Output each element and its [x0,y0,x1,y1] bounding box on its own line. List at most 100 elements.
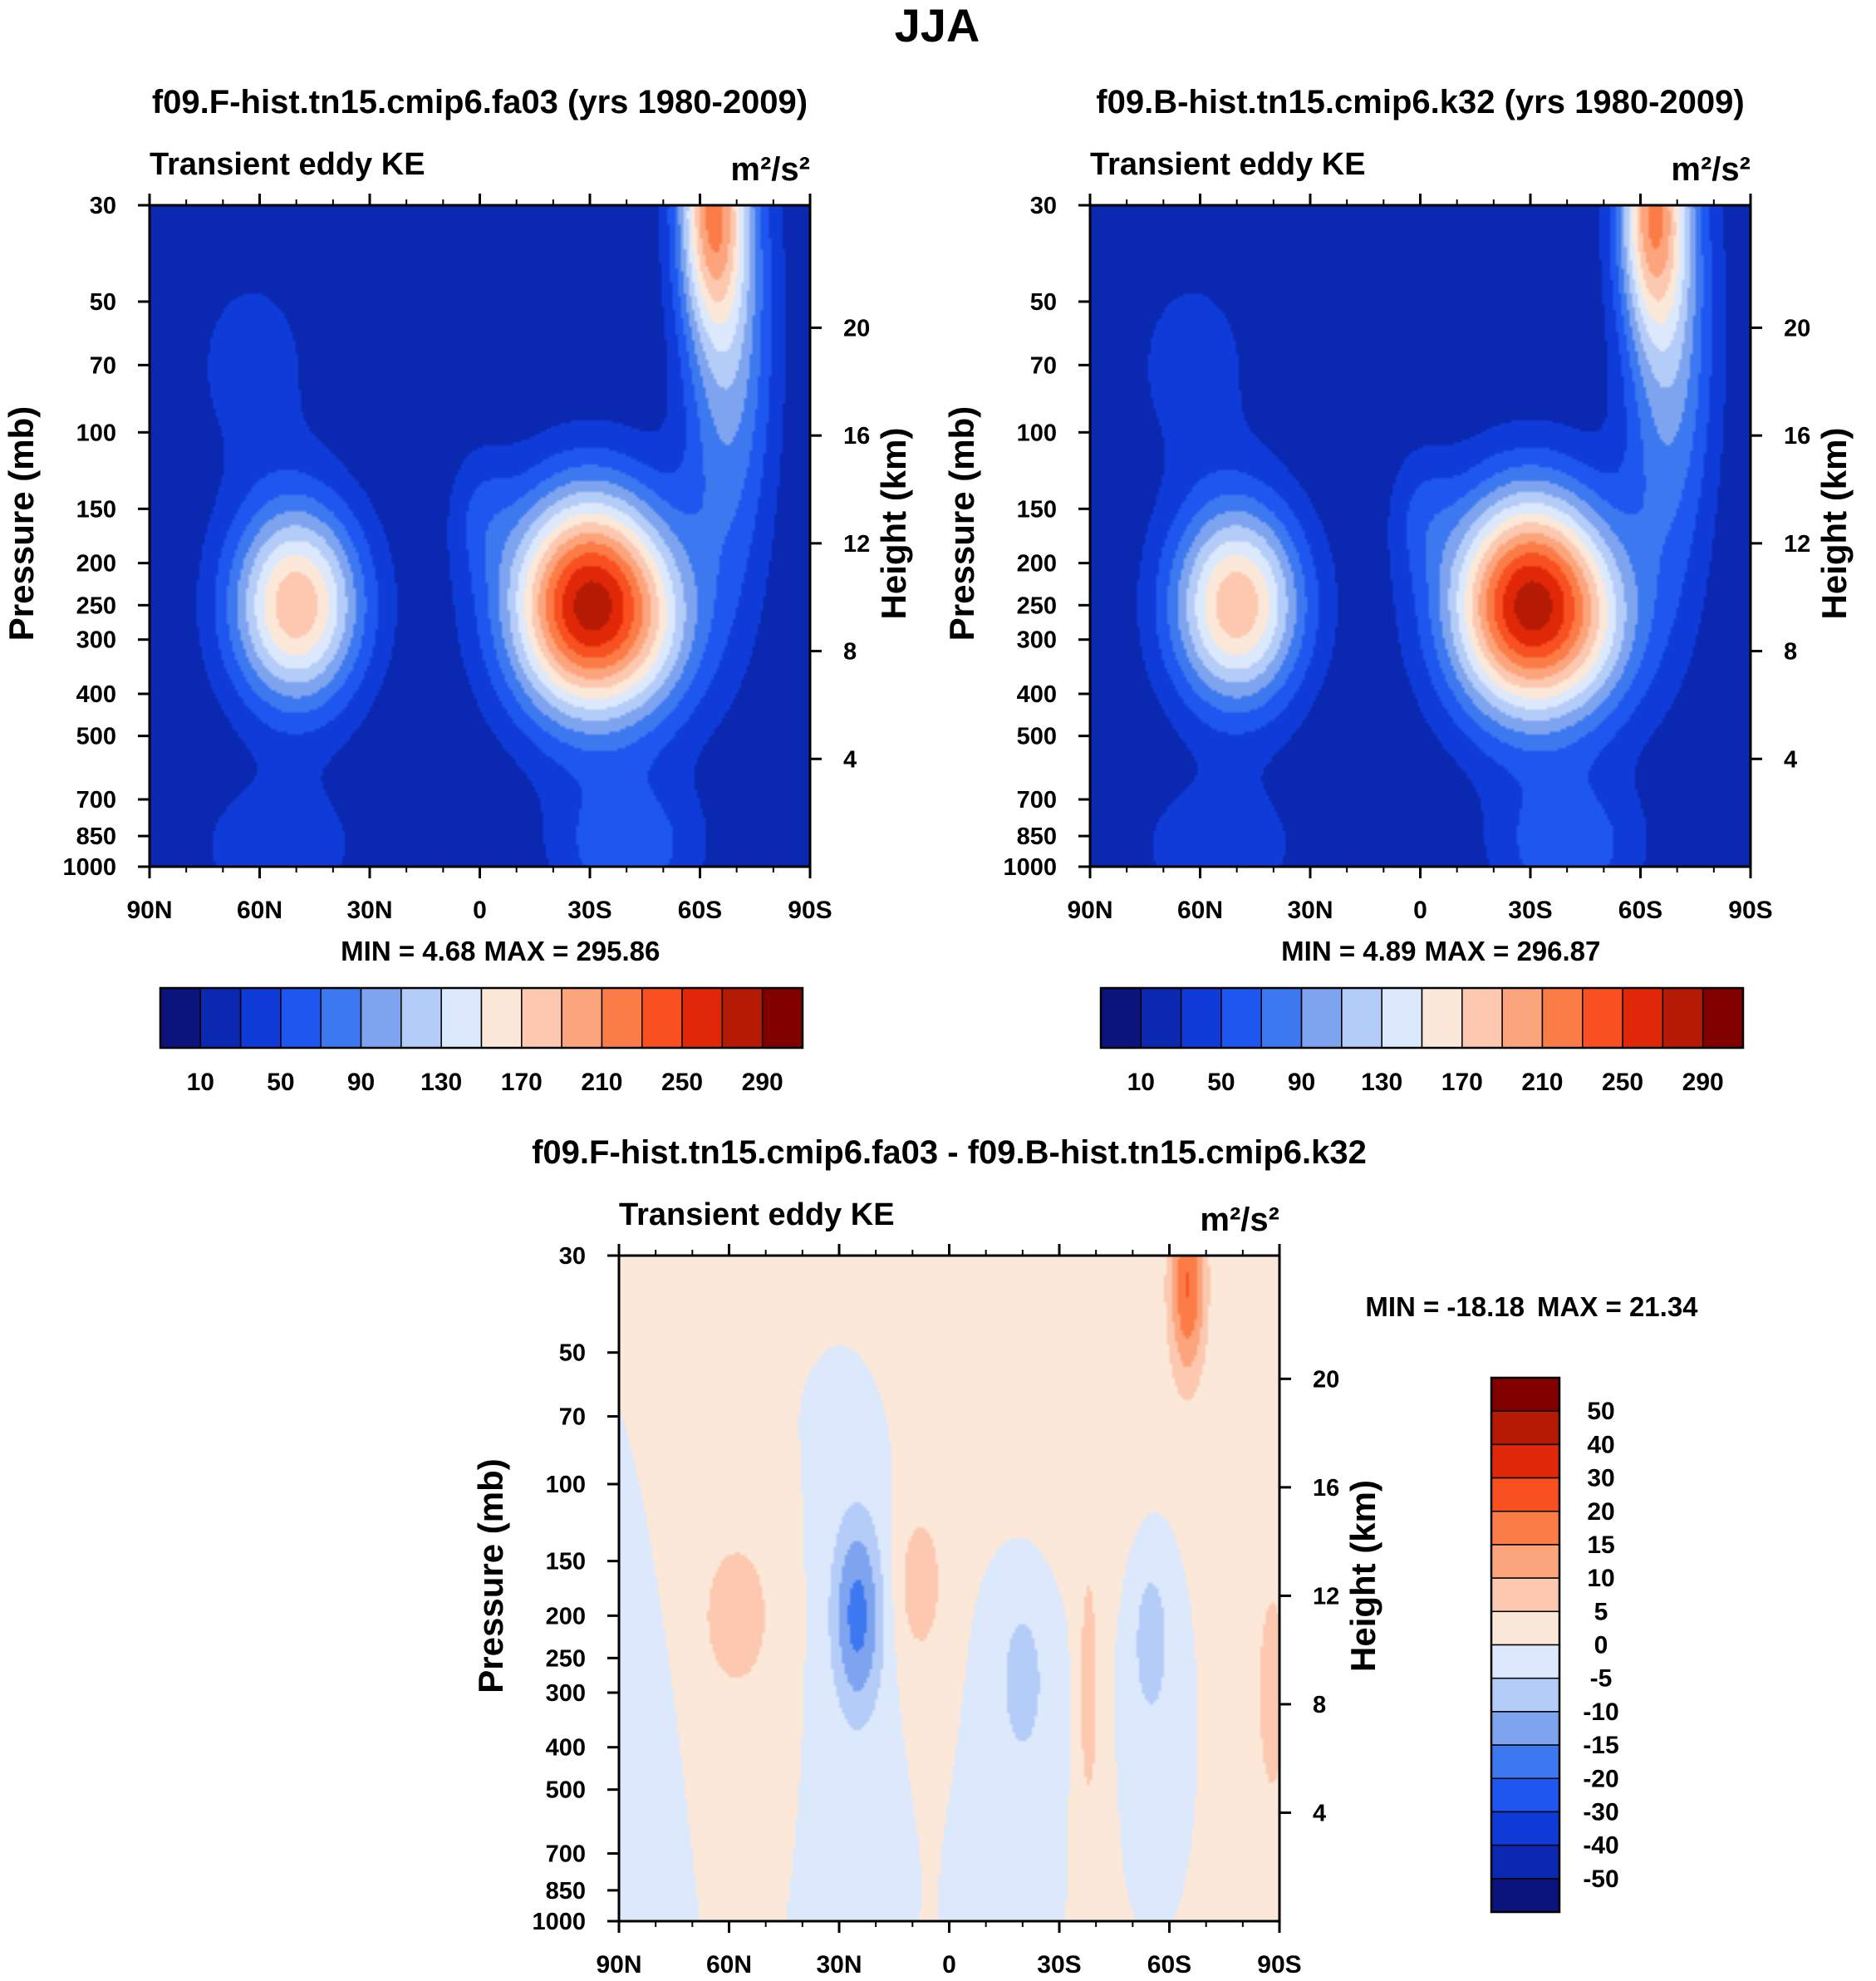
chart-panel-3: f09.F-hist.tn15.cmip6.fa03 - f09.B-hist.… [471,1134,1698,1979]
colorbar-box [400,987,442,1049]
y-tick-label: 30 [90,193,116,219]
colorbar-box [1140,987,1182,1049]
colorbar-box [1220,987,1262,1049]
y-tick-label: 200 [76,551,116,578]
colorbar-box [480,987,523,1049]
min-readout: MIN = 4.89 [1281,936,1416,966]
x-tick-label: 60S [678,897,722,924]
colorbar-box [1341,987,1382,1049]
y-tick-label: 400 [76,681,116,708]
x-tick-label: 60N [237,897,282,924]
left-string: Transient eddy KE [1090,147,1366,182]
colorbar-label: 50 [1587,1398,1614,1425]
y-tick-label: 100 [546,1472,586,1498]
y-tick-label: 70 [90,352,116,379]
colorbar-box [1300,987,1343,1049]
colorbar-label: -40 [1583,1832,1618,1860]
y-tick-label: 250 [546,1645,586,1672]
colorbar-label: 30 [1587,1465,1614,1492]
contour-field-image [150,205,810,867]
y-tick-label: 150 [76,496,116,523]
colorbar-label: 250 [1602,1069,1643,1096]
figure-title: JJA [895,0,980,52]
max-readout: MAX = 21.34 [1537,1291,1698,1322]
colorbar-label: 90 [1288,1069,1315,1096]
colorbar-box [1100,987,1142,1049]
x-tick-label: 0 [473,897,487,924]
y-right-tick-label: 8 [1313,1692,1326,1718]
colorbar-box [561,987,603,1049]
colorbar-box [1490,1878,1560,1913]
colorbar-box [721,987,764,1049]
colorbar-label: -5 [1590,1665,1613,1693]
units-label: m²/s² [730,151,810,188]
panel-title: f09.F-hist.tn15.cmip6.fa03 (yrs 1980-200… [152,84,808,120]
y-tick-label: 1000 [532,1909,586,1935]
x-tick-label: 0 [1413,897,1427,924]
y-tick-label: 70 [1030,352,1057,379]
x-tick-label: 30S [567,897,611,924]
y-axis-label: Pressure (mb) [942,406,981,641]
colorbar-label: 130 [1361,1069,1402,1096]
x-tick-label: 30N [346,897,392,924]
colorbar-label: -10 [1583,1698,1618,1726]
colorbar-label: 10 [1587,1565,1614,1592]
colorbar-label: -15 [1583,1732,1618,1759]
y-tick-label: 150 [546,1549,586,1575]
y-tick-label: 150 [1017,496,1057,523]
x-tick-label: 90S [1257,1951,1301,1979]
chart-panel-1: f09.F-hist.tn15.cmip6.fa03 (yrs 1980-200… [2,84,913,1096]
colorbar-box [1421,987,1463,1049]
y-tick-label: 50 [90,289,116,316]
y-tick-label: 1000 [1003,854,1057,881]
x-tick-label: 0 [942,1951,956,1979]
y-right-tick-label: 20 [1784,315,1810,342]
y-tick-label: 700 [76,787,116,814]
y-tick-label: 500 [76,724,116,750]
y-right-tick-label: 16 [1313,1475,1339,1502]
colorbar-box [1260,987,1303,1049]
min-readout: MIN = -18.18 [1365,1291,1525,1322]
colorbar-label: -50 [1583,1865,1618,1893]
colorbar-box [1662,987,1704,1049]
colorbar-label: 0 [1594,1632,1608,1659]
y-right-tick-label: 4 [843,746,857,773]
colorbar-label: 250 [661,1069,703,1096]
left-string: Transient eddy KE [150,147,425,182]
colorbar-box [1490,1577,1560,1613]
y-tick-label: 1000 [62,854,116,881]
colorbar-box [1490,1477,1560,1512]
x-tick-label: 30N [816,1951,862,1979]
y-right-tick-label: 16 [1784,423,1810,450]
colorbar-label: 290 [742,1069,783,1096]
colorbar-box [1490,1744,1560,1779]
y-axis-label: Pressure (mb) [2,406,41,641]
x-tick-label: 30S [1037,1951,1081,1979]
y-tick-label: 250 [1017,592,1057,619]
y-right-axis-label: Height (km) [874,428,913,620]
y-tick-label: 250 [76,592,116,619]
y-right-axis-label: Height (km) [1343,1480,1382,1672]
units-label: m²/s² [1671,151,1751,188]
x-tick-label: 30S [1508,897,1552,924]
y-tick-label: 850 [1017,823,1057,850]
colorbar-label: 90 [347,1069,375,1096]
colorbar-box [320,987,362,1049]
colorbar-frame [1099,986,1745,1049]
colorbar-box [1180,987,1222,1049]
colorbar-label: 50 [1207,1069,1235,1096]
y-tick-label: 200 [1017,551,1057,578]
colorbar-box [239,987,282,1049]
y-tick-label: 100 [1017,420,1057,446]
y-right-tick-label: 20 [843,315,870,342]
colorbar-label: 10 [187,1069,214,1096]
max-readout: MAX = 296.87 [1425,936,1601,966]
colorbar-box [1622,987,1664,1049]
y-tick-label: 300 [76,627,116,654]
colorbar-box [641,987,683,1049]
contour-field-image [1090,205,1751,867]
colorbar-label: 50 [267,1069,294,1096]
colorbar-box [1490,1410,1560,1446]
colorbar-label: 210 [1521,1069,1563,1096]
colorbar-box [1541,987,1584,1049]
